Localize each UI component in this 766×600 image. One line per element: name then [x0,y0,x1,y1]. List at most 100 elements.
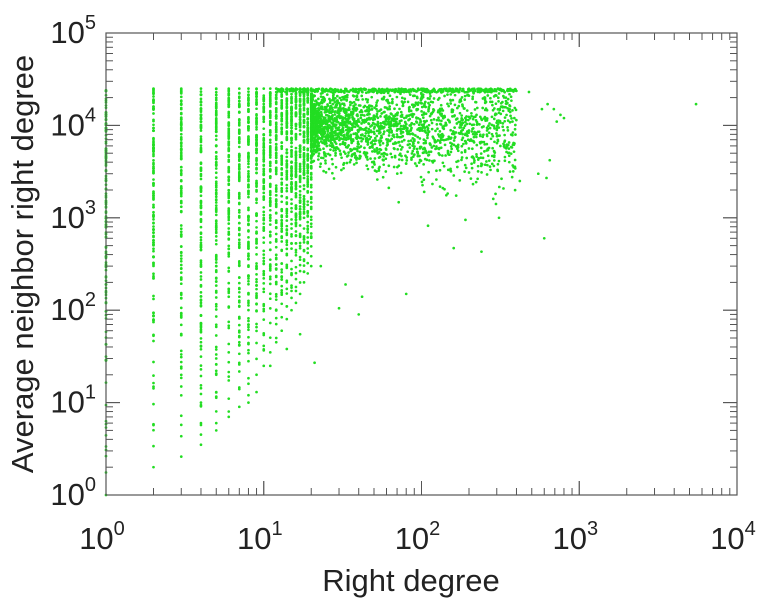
data-point [339,128,343,132]
data-point [395,172,399,175]
data-point [428,114,432,118]
data-point [490,132,494,136]
data-point [214,429,218,432]
data-point [298,205,302,208]
data-point [446,93,449,96]
data-point [439,103,443,107]
data-point [179,355,183,359]
data-point [379,127,382,131]
data-point [461,104,465,108]
data-point [323,108,327,111]
data-point [255,390,258,394]
data-point [373,148,376,151]
data-point [247,189,250,193]
data-point [347,137,350,141]
data-point [274,211,278,215]
data-point [290,259,293,263]
data-point [152,190,155,193]
data-point [323,142,327,146]
data-point [420,128,424,132]
data-point [227,115,231,119]
data-point [495,132,498,135]
data-point [349,103,352,107]
data-point [508,92,511,96]
data-point [317,154,320,158]
data-point [214,195,218,199]
data-point [458,179,462,182]
data-point [373,169,377,172]
data-point [227,287,231,291]
data-point [227,168,231,172]
data-point [370,108,374,111]
data-point [214,280,218,283]
data-point [309,136,313,140]
data-point [199,177,203,181]
data-point [227,137,231,140]
data-point [451,130,455,133]
data-point [227,94,231,97]
data-point [449,150,453,154]
data-point [179,373,183,377]
data-point [285,148,289,151]
data-point [199,403,203,407]
data-point [227,326,231,330]
data-point [436,110,440,114]
data-point [214,96,218,100]
data-point [456,165,459,169]
data-point [309,254,313,258]
data-point [274,97,278,101]
data-point [409,129,412,132]
data-point [316,139,319,143]
data-point [255,138,258,142]
data-point [385,117,389,121]
data-point [330,138,334,142]
data-point [179,434,183,438]
data-point [514,133,517,136]
data-point [306,251,310,255]
data-point [464,218,467,222]
data-point [378,147,382,151]
data-point [439,123,443,126]
data-point [455,122,459,125]
data-point [306,128,310,132]
data-point [306,112,310,116]
data-point [262,164,266,167]
data-point [247,215,250,219]
data-point [262,179,266,183]
data-point [306,241,310,244]
data-point [536,172,540,176]
data-point [476,89,480,93]
data-point [497,185,501,189]
data-point [227,166,231,170]
data-point [463,94,467,98]
data-point [298,107,302,111]
data-point [309,207,313,211]
data-point [296,87,299,91]
data-point [478,140,482,144]
data-point [420,102,424,105]
data-point [471,132,475,136]
data-point [309,176,313,179]
data-point [364,126,368,130]
data-point [214,160,218,164]
data-point [237,361,241,365]
data-point [237,246,241,250]
data-point [274,137,278,140]
data-point [294,170,298,174]
data-point [294,277,298,281]
data-point [268,138,272,142]
data-point [420,92,423,96]
data-point [327,139,331,142]
data-point [247,299,250,303]
data-point [268,87,272,90]
data-point [455,106,459,110]
data-point [476,164,480,168]
data-point [492,89,496,93]
data-point [237,211,241,214]
data-point [268,265,272,269]
data-point [227,291,231,295]
data-point [348,108,351,111]
data-point [388,94,392,98]
data-point [418,147,422,150]
data-point [214,117,218,121]
